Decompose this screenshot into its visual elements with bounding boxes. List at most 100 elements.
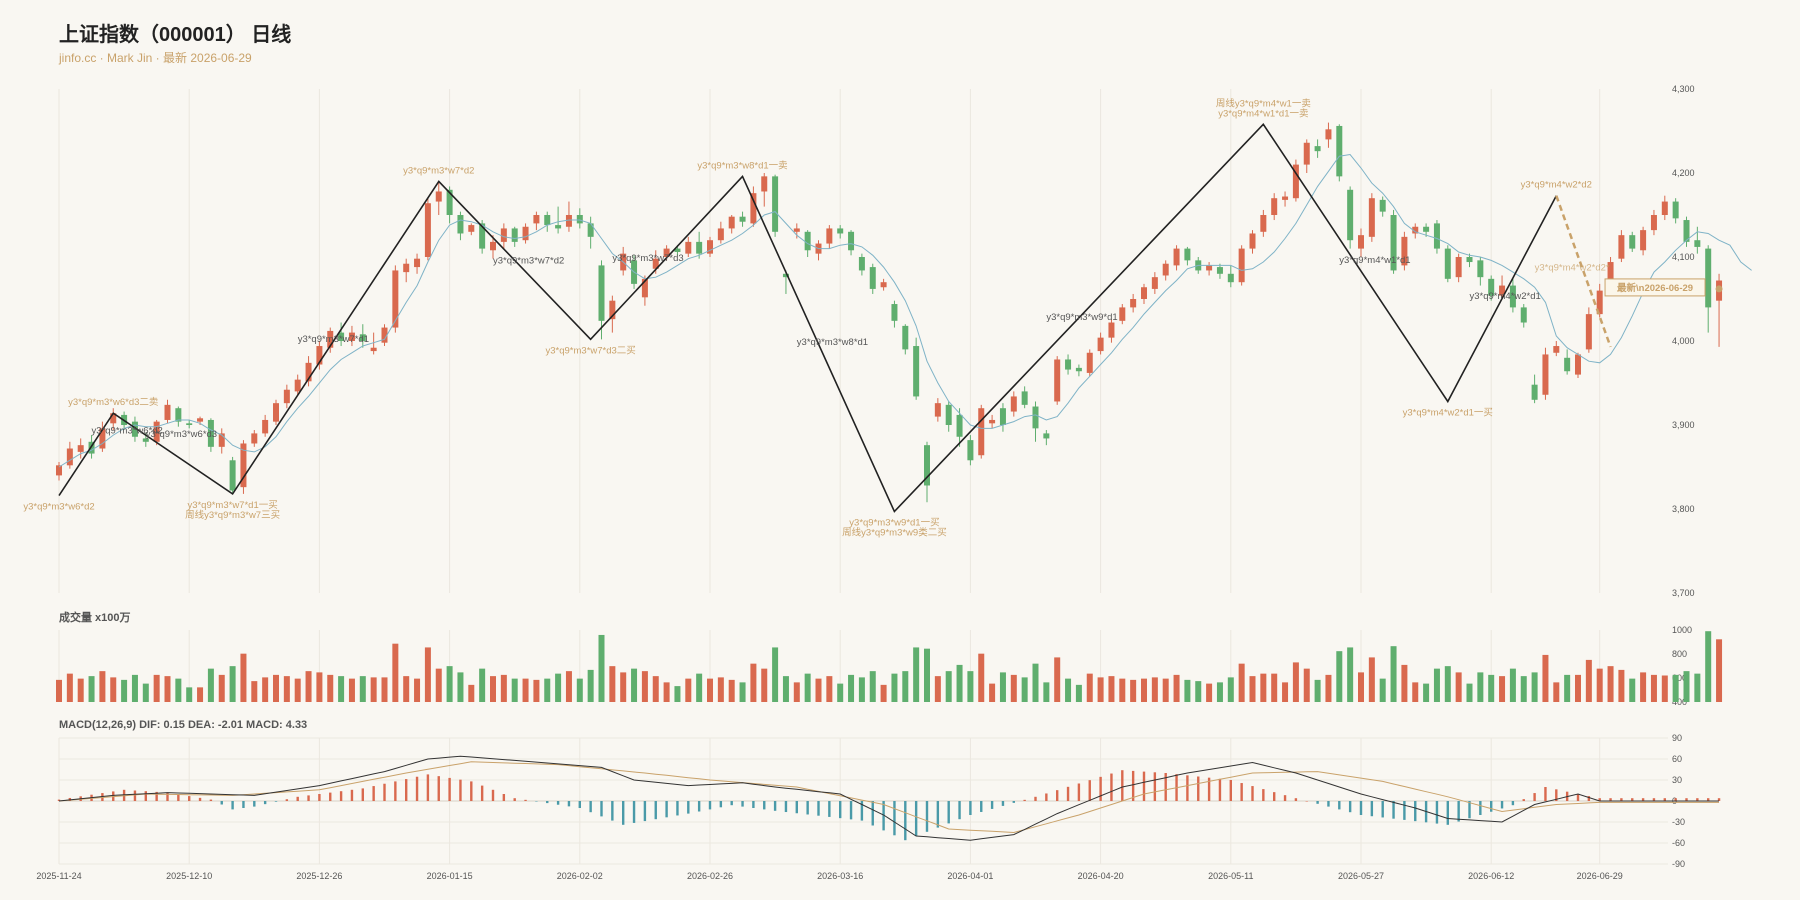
candle — [1054, 356, 1061, 405]
candle-body — [1455, 257, 1462, 278]
macd-hist-bar — [1359, 801, 1363, 815]
macd-panel: MACD(12,26,9) DIF: 0.15 DEA: -2.01 MACD:… — [57, 719, 1721, 841]
macd-hist-bar — [318, 794, 321, 801]
volume-bar — [66, 673, 73, 702]
macd-dea-line — [58, 761, 1719, 834]
candle — [1032, 401, 1039, 442]
macd-hist-bar — [1034, 796, 1037, 801]
candle — [1390, 209, 1397, 274]
macd-hist-bar — [177, 794, 180, 801]
candle-body — [294, 379, 301, 392]
candle — [1716, 273, 1723, 347]
candle-body — [967, 440, 974, 461]
macd-dif-line — [58, 755, 1719, 841]
macd-hist-bar — [1316, 801, 1319, 804]
volume-bar — [1520, 676, 1527, 702]
candle-body — [88, 441, 95, 454]
volume-bar — [1629, 678, 1636, 702]
zigzag-annotation: y3*q9*m4*w2*d1一买 — [1403, 407, 1493, 418]
candle — [1065, 354, 1072, 375]
volume-bar — [142, 683, 149, 702]
candle — [511, 226, 518, 247]
volume-bar — [316, 672, 323, 702]
zigzag-annotation: y3*q9*m3*w7*d1一买 — [187, 500, 277, 511]
macd-hist-bar — [904, 801, 907, 841]
x-tick-label: 2026-02-02 — [557, 871, 603, 881]
candle — [1249, 230, 1256, 254]
candle-body — [338, 332, 345, 341]
macd-hist-bar — [1479, 801, 1482, 815]
macd-hist-bar — [676, 801, 679, 816]
candle — [1021, 386, 1028, 409]
macd-hist-bar — [296, 796, 299, 801]
zigzag-annotation: y3*q9*m3*w7*d3二买 — [546, 345, 636, 356]
macd-hist-bar — [1392, 801, 1395, 819]
candle — [1238, 245, 1245, 286]
macd-hist-bar — [307, 795, 310, 801]
macd-hist-bar — [1598, 798, 1601, 801]
volume-bar — [913, 647, 920, 702]
macd-hist-bar — [1620, 798, 1623, 801]
volume-bar — [414, 678, 421, 702]
volume-bar — [1466, 683, 1473, 702]
candle-body — [1650, 215, 1657, 231]
candle-body — [782, 273, 789, 278]
candle-body — [1325, 129, 1332, 140]
annotation-layer: y3*q9*m3*w6*d2 y3*q9*m3*w6*d3二卖 y3*q9*m3*w… — [23, 97, 1610, 538]
x-tick-label: 2025-11-24 — [36, 871, 81, 881]
candle — [1173, 245, 1180, 271]
macd-hist-bar — [415, 776, 419, 801]
macd-hist-bar — [990, 801, 994, 809]
volume-bar — [1433, 668, 1440, 702]
macd-hist-bar — [1240, 783, 1243, 801]
candle — [609, 295, 616, 333]
macd-hist-bar — [1273, 792, 1276, 801]
volume-bar — [717, 677, 724, 702]
candle — [1260, 209, 1267, 237]
macd-hist-bar — [1142, 771, 1146, 801]
volume-bar — [1065, 678, 1072, 702]
macd-hist-bar — [578, 801, 581, 808]
candle — [186, 419, 193, 429]
candle — [1010, 391, 1017, 417]
candle — [1184, 246, 1191, 266]
candle-body — [392, 270, 399, 328]
macd-hist-bar — [567, 801, 571, 807]
ma-line — [58, 153, 1752, 468]
macd-hist-bar — [1045, 793, 1048, 801]
volume-bar — [424, 647, 431, 702]
candle — [858, 253, 865, 276]
macd-hist-bar — [339, 791, 343, 801]
macd-hist-bar — [871, 801, 874, 826]
volume-bar — [620, 672, 627, 702]
macd-hist-bar — [491, 789, 495, 801]
candle — [565, 201, 572, 232]
volume-bar — [793, 682, 800, 702]
volume-bar — [348, 678, 355, 702]
candle — [1618, 230, 1625, 263]
volume-bar — [652, 676, 659, 702]
candle-body — [1303, 142, 1310, 165]
candle-body — [500, 228, 507, 242]
macd-hist-bar — [1414, 801, 1417, 822]
candle — [1141, 283, 1147, 305]
volume-bar — [1271, 673, 1278, 702]
candle — [294, 374, 301, 395]
macd-hist-bar — [1056, 790, 1059, 801]
candle — [381, 324, 388, 347]
volume-bar — [1531, 672, 1538, 702]
macd-title: MACD(12,26,9) DIF: 0.15 DEA: -2.01 MACD:… — [59, 719, 307, 731]
candle-body — [544, 215, 551, 226]
macd-y-tick: 60 — [1672, 754, 1682, 764]
candle-body — [533, 215, 540, 224]
volume-bar — [283, 676, 290, 702]
volume-bar — [251, 681, 258, 702]
candle-body — [1368, 198, 1375, 237]
candle-body — [522, 226, 529, 241]
candle-body — [131, 421, 138, 437]
volume-bar — [327, 674, 334, 702]
candle-body — [490, 241, 496, 251]
candle-body — [880, 282, 887, 288]
volume-bar — [1314, 679, 1321, 702]
volume-bar — [1694, 673, 1701, 702]
